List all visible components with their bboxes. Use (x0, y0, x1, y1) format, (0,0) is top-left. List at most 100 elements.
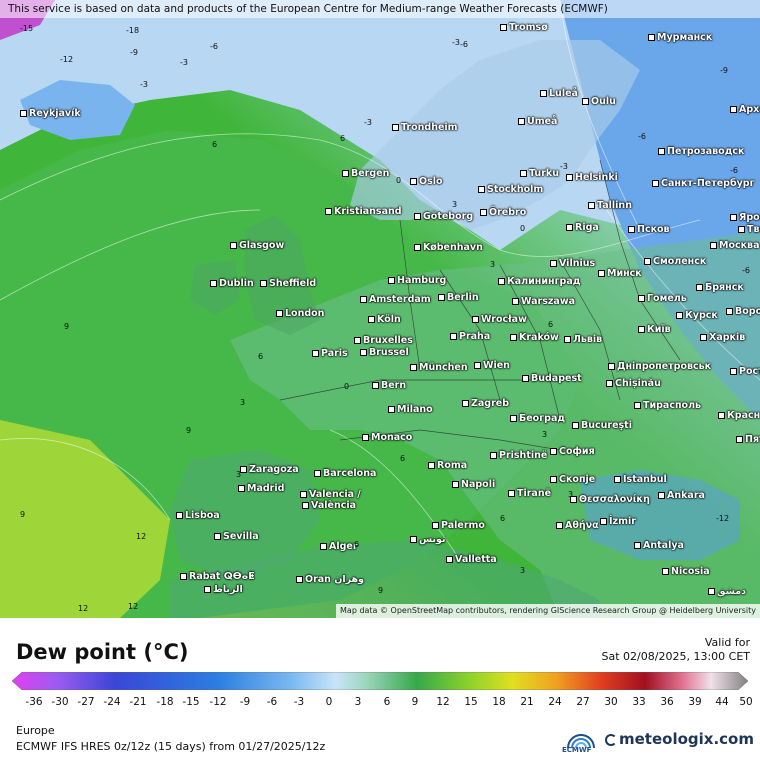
city-label[interactable]: Θεσσαλονίκη (570, 494, 650, 505)
city-label[interactable]: Ворон (726, 306, 760, 317)
city-label[interactable]: Kraków (510, 332, 559, 343)
city-label[interactable]: Москва (710, 240, 759, 251)
city-label[interactable]: Budapest (522, 373, 582, 384)
city-label[interactable]: Palermo (432, 520, 485, 531)
city-label[interactable]: Lisboa (176, 510, 220, 521)
city-label[interactable]: Umeå (518, 116, 557, 127)
city-label[interactable]: Ankara (658, 490, 705, 501)
city-label[interactable]: Гомель (638, 293, 687, 304)
city-label[interactable]: Брянск (696, 282, 744, 293)
city-label[interactable]: Barcelona (314, 468, 376, 479)
city-label[interactable]: Chișinău (606, 378, 661, 389)
city-label[interactable]: Trondheim (392, 122, 458, 133)
city-label[interactable]: Milano (388, 404, 433, 415)
city-label[interactable]: Roma (428, 460, 467, 471)
city-label[interactable]: Nicosia (662, 566, 710, 577)
city-label[interactable]: Reykjavík (20, 108, 81, 119)
city-label[interactable]: Тве (738, 224, 760, 235)
city-label[interactable]: Antalya (634, 540, 684, 551)
dew-point-map[interactable]: This service is based on data and produc… (0, 0, 760, 618)
city-label[interactable]: Минск (598, 268, 642, 279)
city-label[interactable]: Ростов (730, 366, 760, 377)
city-label[interactable]: Петрозаводск (658, 146, 744, 157)
city-label[interactable]: Пятиг (736, 434, 760, 445)
city-label[interactable]: Санкт-Петербург (652, 178, 755, 189)
city-label[interactable]: Kristiansand (325, 206, 402, 217)
city-label[interactable]: Helsinki (566, 172, 618, 183)
city-label[interactable]: İzmir (600, 516, 636, 527)
city-label[interactable]: Београд (510, 413, 565, 424)
city-label[interactable]: Prishtinë (490, 450, 547, 461)
city-label[interactable]: Dublin (210, 278, 254, 289)
city-label[interactable]: Харків (700, 332, 745, 343)
city-label[interactable]: Madrid (238, 483, 284, 494)
city-label[interactable]: Vilnius (550, 258, 595, 269)
city-label[interactable]: Bruxelles (354, 335, 413, 346)
city-label[interactable]: Zaragoza (240, 464, 299, 475)
city-label[interactable]: Sheffield (260, 278, 316, 289)
city-label[interactable]: Paris (312, 348, 348, 359)
city-label[interactable]: Київ (638, 324, 671, 335)
city-marker-icon (314, 470, 321, 477)
city-label[interactable]: دمشق (708, 586, 746, 597)
city-label[interactable]: Bucureşti (572, 420, 632, 431)
city-label[interactable]: Örebro (480, 207, 526, 218)
city-label[interactable]: København (414, 242, 483, 253)
city-label[interactable]: تونس (410, 534, 446, 545)
city-label[interactable]: الرباط (204, 584, 243, 595)
city-label[interactable]: Warszawa (512, 296, 575, 307)
city-label[interactable]: Псков (628, 224, 670, 235)
city-label[interactable]: Краснод (718, 410, 760, 421)
isoline-label: -9 (720, 66, 728, 75)
city-label[interactable]: Glasgow (230, 240, 284, 251)
city-label[interactable]: Мурманск (648, 32, 712, 43)
city-label[interactable]: Wien (474, 360, 510, 371)
city-label[interactable]: Oran وهران (296, 574, 364, 585)
city-label[interactable]: Napoli (452, 479, 495, 490)
city-label[interactable]: London (276, 308, 324, 319)
city-label[interactable]: Арха (730, 104, 760, 115)
city-label[interactable]: Amsterdam (360, 294, 431, 305)
city-label[interactable]: Львів (564, 334, 602, 345)
city-label[interactable]: Oslo (410, 176, 443, 187)
city-label[interactable]: Oulu (582, 96, 616, 107)
city-label[interactable]: Tallinn (588, 200, 632, 211)
city-label[interactable]: Istanbul (614, 474, 667, 485)
city-label[interactable]: Скопје (550, 474, 595, 485)
city-label[interactable]: Bern (372, 380, 406, 391)
city-label[interactable]: Zagreb (462, 398, 509, 409)
city-label[interactable]: Смоленск (644, 256, 706, 267)
city-label[interactable]: Brussel (360, 347, 409, 358)
city-label[interactable]: Luleå (540, 88, 578, 99)
city-label[interactable]: Калининград (498, 276, 580, 287)
city-label[interactable]: Sevilla (214, 531, 259, 542)
city-label[interactable]: München (410, 362, 468, 373)
city-label[interactable]: Tromsø (500, 22, 548, 33)
isoline-label: -3 (452, 38, 460, 47)
city-label[interactable]: Riga (566, 222, 599, 233)
isoline-label: 0 (344, 382, 350, 391)
city-label[interactable]: Яросл (730, 212, 760, 223)
city-label[interactable]: Köln (368, 314, 401, 325)
city-label[interactable]: Тирасполь (634, 400, 701, 411)
city-label[interactable]: Turku (520, 168, 559, 179)
city-label[interactable]: Hamburg (388, 275, 446, 286)
city-label[interactable]: Valencia / (300, 489, 361, 500)
city-label[interactable]: Stockholm (478, 184, 543, 195)
meteologix-logo[interactable]: meteologix.com (605, 730, 754, 748)
city-label[interactable]: Wrocław (472, 314, 527, 325)
city-label[interactable]: Valletta (446, 554, 497, 565)
city-label[interactable]: Rabat ⵕⴱⴰⵟ (180, 571, 255, 582)
city-label[interactable]: Monaco (362, 432, 412, 443)
city-label[interactable]: Дніпропетровськ (608, 361, 711, 372)
city-label[interactable]: Alger (320, 541, 358, 552)
city-label[interactable]: Αθήνα (556, 520, 599, 531)
city-label[interactable]: València (302, 500, 356, 511)
city-label[interactable]: Bergen (342, 168, 389, 179)
city-label[interactable]: Göteborg (414, 211, 473, 222)
city-label[interactable]: Praha (450, 331, 490, 342)
city-label[interactable]: Tiranë (508, 488, 551, 499)
city-label[interactable]: София (550, 446, 595, 457)
city-label[interactable]: Berlin (438, 292, 479, 303)
city-label[interactable]: Курск (676, 310, 718, 321)
